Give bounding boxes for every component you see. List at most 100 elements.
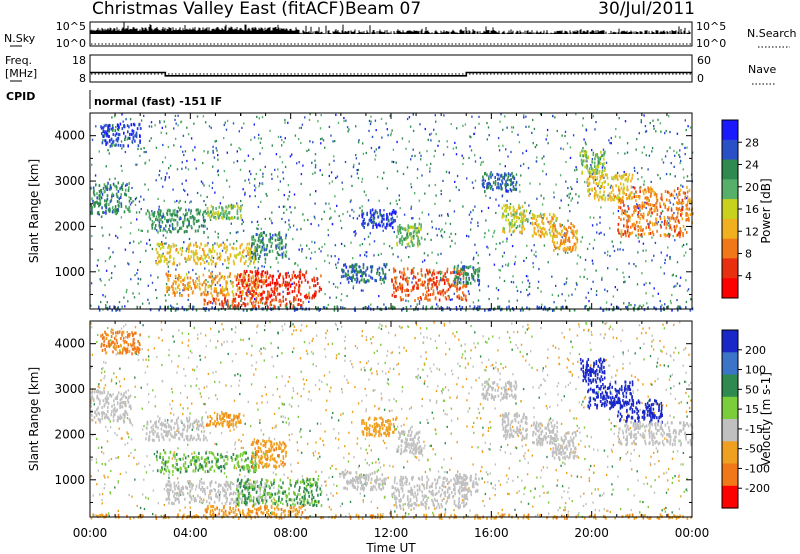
range-cell [269,303,272,307]
range-cell [648,225,650,229]
range-cell [427,285,429,289]
range-cell [125,205,127,209]
range-cell [294,286,296,290]
range-cell [274,168,276,171]
range-cell [636,203,638,206]
range-cell [588,171,591,175]
range-cell [469,265,472,269]
range-cell [261,248,263,252]
range-cell [514,255,517,258]
range-cell [413,243,415,247]
range-cell [499,308,502,312]
range-cell [169,250,171,254]
range-cell [532,266,535,269]
range-cell [429,298,431,302]
range-cell [513,176,515,180]
range-cell [593,216,595,219]
range-cell [184,257,186,261]
range-cell [488,229,490,232]
range-cell [513,263,516,266]
range-cell [244,191,246,194]
range-cell [610,191,613,194]
range-cell [165,132,168,135]
range-cell [353,265,356,268]
range-cell [150,137,152,140]
range-cell [568,196,570,199]
range-cell [626,229,629,233]
range-cell [159,247,162,251]
range-cell [659,215,661,218]
range-cell [435,303,438,306]
range-cell [355,269,358,273]
range-cell [139,139,141,143]
range-cell [344,272,347,276]
range-cell [211,306,213,310]
range-cell [98,269,100,272]
range-cell [567,251,569,254]
range-cell [176,168,179,171]
range-cell [258,305,260,309]
range-cell [239,246,241,250]
range-cell [391,293,394,297]
range-cell [618,174,621,178]
range-cell [414,299,416,302]
range-cell [231,290,234,294]
range-cell [298,270,301,274]
range-cell [169,255,172,259]
range-cell [613,175,615,179]
range-cell [372,389,374,392]
range-cell [343,244,346,247]
range-cell [679,155,681,159]
freq-tick-top: 18 [72,54,86,67]
range-cell [655,205,658,209]
range-cell [208,285,210,288]
nsky-tick-bottom: 10^0 [56,37,86,50]
range-cell [522,218,525,222]
range-cell [364,221,366,225]
range-cell [314,279,316,283]
range-cell [523,259,525,262]
range-cell [392,209,395,213]
range-cell [352,274,355,278]
range-cell [338,352,340,356]
range-cell [137,148,139,151]
range-cell [176,264,178,267]
range-cell [290,302,292,305]
range-cell [212,145,214,148]
range-cell [202,182,204,185]
range-cell [200,224,203,228]
range-cell [305,271,307,275]
range-cell [484,308,486,312]
range-cell [553,241,556,245]
range-cell [256,269,259,273]
range-cell [298,288,300,291]
range-cell [199,257,201,261]
range-cell [622,248,624,251]
range-cell [92,199,94,203]
range-cell [124,188,127,192]
range-cell [672,273,674,276]
range-cell [410,207,412,210]
range-cell [428,184,430,187]
range-cell [539,113,542,116]
range-cell [633,186,636,190]
range-cell [682,234,684,238]
range-cell [181,249,183,253]
range-cell [428,268,431,272]
range-cell [332,140,334,143]
range-cell [500,362,502,366]
range-cell [568,240,571,243]
range-cell [186,159,188,163]
range-cell [477,273,480,277]
range-cell [640,225,642,229]
range-cell [146,242,148,245]
range-cell [321,137,323,140]
range-cell [320,287,322,291]
range-cell [186,225,189,229]
range-cell [462,205,464,208]
range-cell [407,325,410,328]
range-cell [477,254,479,257]
range-cell [130,201,133,204]
range-cell [293,298,295,302]
range-cell [277,246,280,249]
